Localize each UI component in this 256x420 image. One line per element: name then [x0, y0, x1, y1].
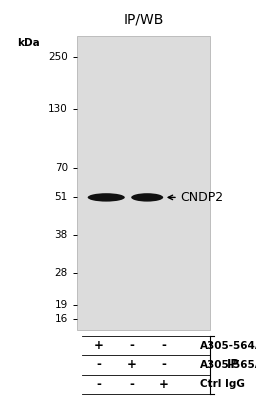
Text: +: +	[159, 378, 169, 391]
Text: 28: 28	[55, 268, 68, 278]
Text: -: -	[129, 339, 134, 352]
Text: -: -	[129, 378, 134, 391]
Bar	[77, 36, 210, 330]
Text: 70: 70	[55, 163, 68, 173]
Text: +: +	[127, 359, 137, 371]
Text: A305-565A: A305-565A	[200, 360, 256, 370]
Text: kDa: kDa	[17, 38, 39, 48]
Text: Ctrl IgG: Ctrl IgG	[200, 379, 244, 389]
Text: -: -	[161, 359, 166, 371]
Text: -: -	[161, 339, 166, 352]
Text: -: -	[96, 378, 101, 391]
Text: CNDP2: CNDP2	[180, 191, 223, 204]
Text: 16: 16	[55, 314, 68, 324]
Ellipse shape	[88, 193, 125, 202]
Text: 19: 19	[55, 299, 68, 310]
Text: 38: 38	[55, 230, 68, 240]
Text: 250: 250	[48, 52, 68, 62]
Ellipse shape	[131, 193, 163, 202]
Text: 51: 51	[55, 192, 68, 202]
Text: 130: 130	[48, 104, 68, 114]
Text: IP: IP	[227, 359, 240, 371]
Text: IP/WB: IP/WB	[123, 13, 164, 27]
Text: -: -	[96, 359, 101, 371]
Text: A305-564A: A305-564A	[200, 341, 256, 351]
Text: +: +	[94, 339, 103, 352]
